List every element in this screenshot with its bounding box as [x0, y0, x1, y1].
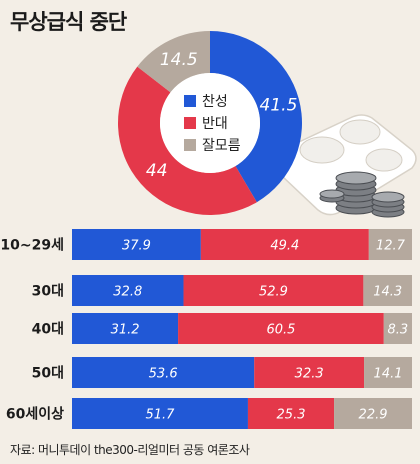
bar-segment-oppose — [247, 398, 335, 429]
bar-segment-support — [72, 313, 179, 344]
bar-segment-oppose — [178, 313, 384, 344]
row-label: 30대 — [32, 284, 64, 300]
donut-legend: 찬성 반대 잘모름 — [184, 94, 241, 154]
legend-swatch-support — [184, 95, 196, 107]
row-label: 60세이상 — [6, 406, 64, 423]
bar-segment-oppose — [254, 357, 365, 388]
chart-title: 무상급식 중단 — [10, 10, 127, 34]
row-label: 50대 — [32, 366, 64, 382]
donut-slice-unknown — [137, 31, 210, 93]
bar-value-label: 14.3 — [373, 285, 402, 300]
donut-slice-support — [210, 31, 302, 203]
bar-value-label: 14.1 — [374, 367, 403, 382]
bar-value-label: 37.9 — [122, 239, 151, 254]
legend-swatch-oppose — [184, 117, 196, 129]
bar-segment-unknown — [363, 275, 412, 306]
bar-value-label: 52.9 — [259, 285, 288, 300]
bar-segment-unknown — [383, 313, 412, 344]
bar-segment-oppose — [200, 229, 369, 260]
bar-value-label: 12.7 — [376, 239, 406, 254]
bar-segment-support — [72, 229, 201, 260]
legend-label-oppose: 반대 — [202, 116, 228, 132]
bar-value-label: 51.7 — [146, 408, 176, 423]
bar-value-label: 25.3 — [277, 408, 306, 423]
row-label: 10~29세 — [0, 238, 64, 254]
bar-segment-unknown — [364, 357, 412, 388]
legend-label-unknown: 잘모름 — [202, 138, 241, 154]
coin-stacks-illustration — [319, 171, 405, 218]
bar-value-label: 49.4 — [270, 239, 299, 254]
legend-label-support: 찬성 — [202, 94, 228, 110]
bar-segment-support — [72, 275, 184, 306]
bar-value-label: 22.9 — [359, 408, 388, 423]
bar-segment-support — [72, 398, 248, 429]
bar-segment-support — [72, 357, 255, 388]
donut-label-oppose: 44 — [146, 161, 168, 181]
source-note: 자료: 머니투데이 the300-리얼미터 공동 여론조사 — [10, 443, 250, 457]
bar-value-label: 31.2 — [111, 323, 140, 338]
bar-segment-oppose — [183, 275, 364, 306]
bar-value-label: 60.5 — [266, 323, 295, 338]
row-label: 40대 — [32, 322, 64, 338]
bar-value-label: 32.8 — [113, 285, 142, 300]
bar-value-label: 8.3 — [388, 323, 409, 338]
donut-label-unknown: 14.5 — [160, 50, 198, 70]
bar-segment-unknown — [368, 229, 412, 260]
donut-label-support: 41.5 — [260, 95, 298, 115]
bar-value-label: 32.3 — [295, 367, 324, 382]
donut-slice-oppose — [117, 66, 257, 216]
bar-segment-unknown — [334, 398, 412, 429]
stacked-bar-chart: 10~29세 37.9 49.4 12.7 30대 32.8 52.9 14.3 40대 31.2… — [0, 229, 412, 429]
legend-swatch-unknown — [184, 139, 196, 151]
bar-value-label: 53.6 — [149, 367, 178, 382]
